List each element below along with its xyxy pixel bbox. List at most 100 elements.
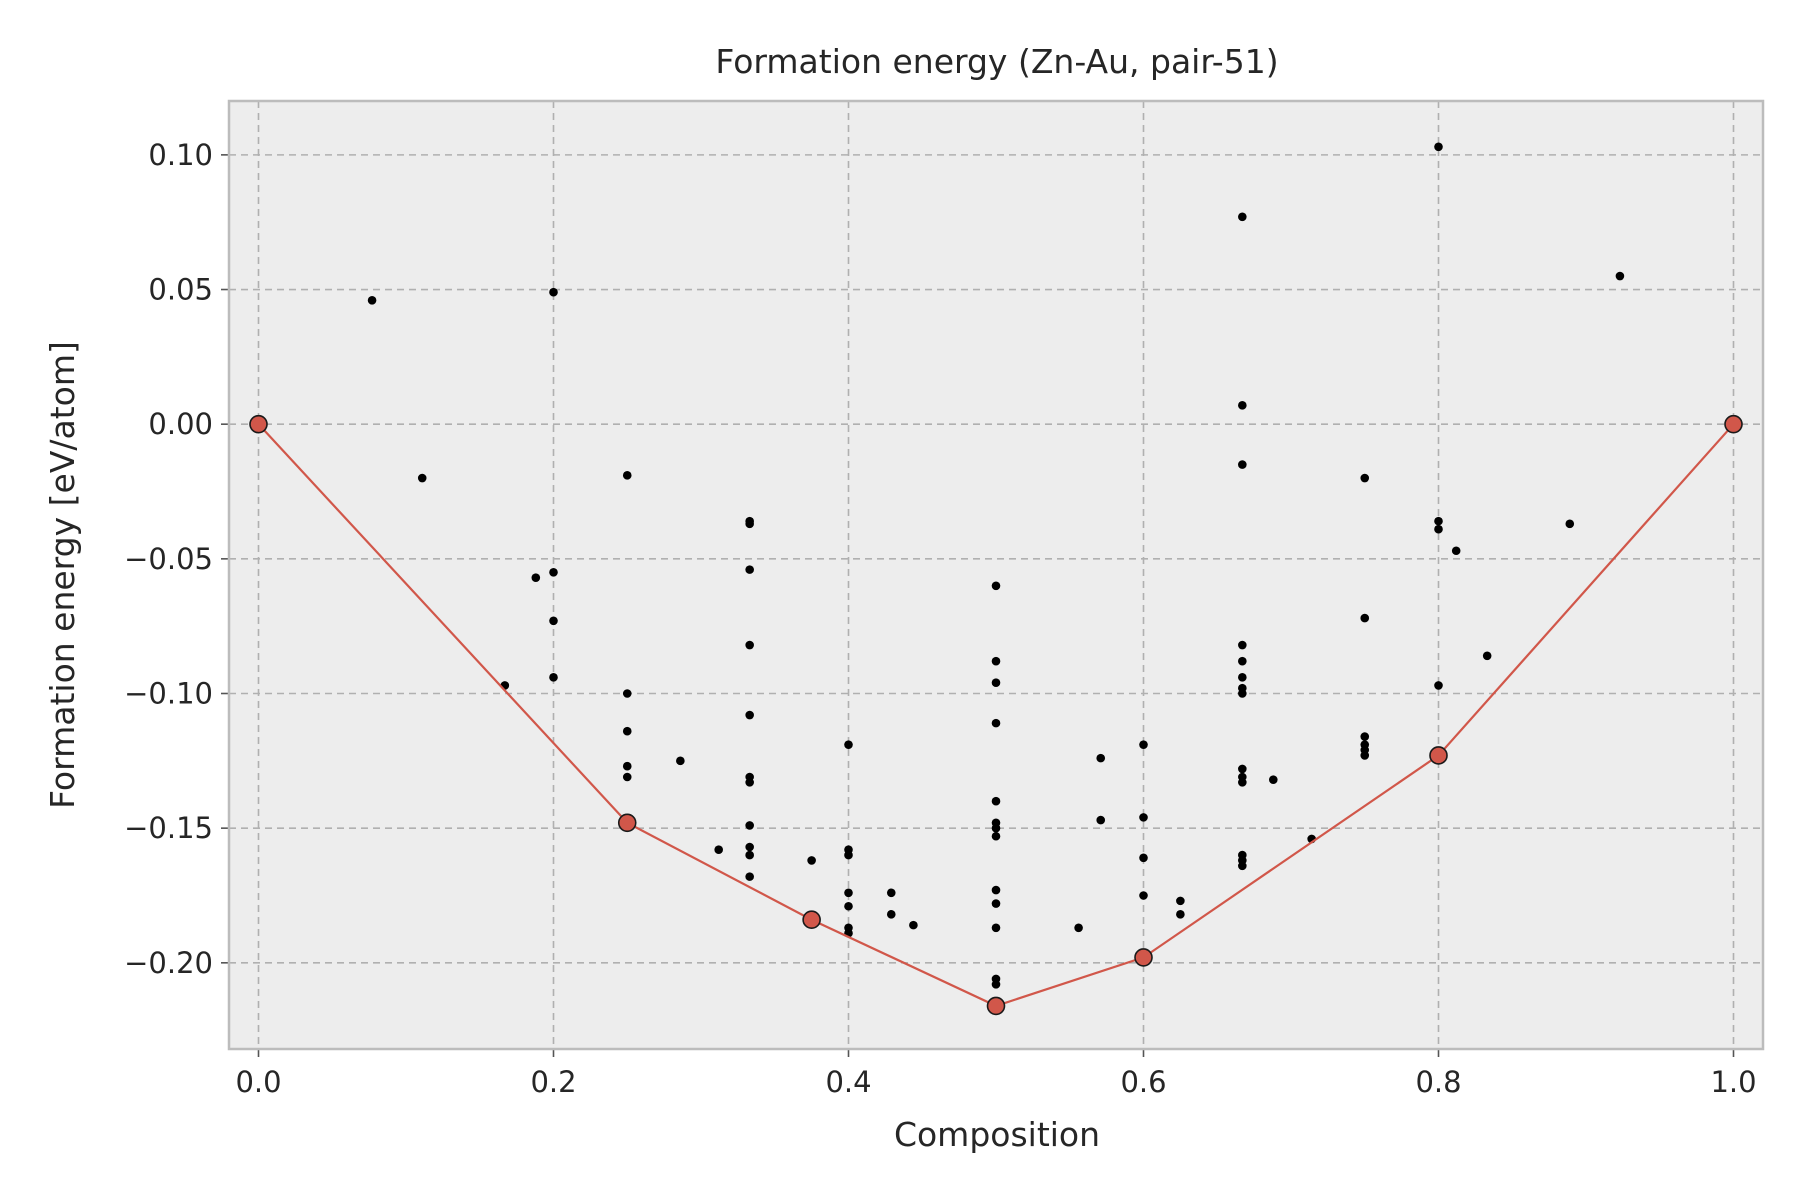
structure-point <box>1139 740 1148 749</box>
structure-point <box>1360 613 1370 623</box>
x-tick-label: 0.4 <box>825 1065 871 1099</box>
structure-point <box>844 901 853 911</box>
structure-point <box>909 920 918 930</box>
x-axis-title: Composition <box>894 1115 1100 1154</box>
structure-point <box>1238 212 1247 222</box>
structure-point <box>1451 546 1461 556</box>
structure-point <box>1434 142 1443 152</box>
x-tick-label: 0.6 <box>1120 1065 1166 1099</box>
structure-point <box>745 821 754 830</box>
structure-point <box>1615 271 1625 281</box>
structure-point <box>1096 815 1106 825</box>
hull-vertex <box>1134 948 1153 967</box>
structure-point <box>417 473 427 483</box>
x-tick-label: 0.8 <box>1415 1065 1461 1099</box>
structure-point <box>1565 519 1575 529</box>
structure-point <box>1434 681 1443 690</box>
y-tick-label: 0.00 <box>148 407 213 441</box>
y-axis-title: Formation energy [eV/atom] <box>43 341 82 809</box>
structure-point <box>991 678 1001 688</box>
structure-point <box>549 673 558 682</box>
structure-point <box>844 888 853 898</box>
structure-point <box>1360 751 1370 760</box>
structure-point <box>745 710 754 720</box>
hull-vertex <box>802 910 821 930</box>
convex-hull <box>249 414 1743 1016</box>
structure-point <box>1238 673 1247 682</box>
y-tick-label: 0.10 <box>148 138 213 172</box>
hull-vertex <box>986 996 1006 1016</box>
structure-point <box>1139 853 1148 863</box>
structure-point <box>991 656 1001 666</box>
structure-point <box>1096 753 1106 763</box>
structure-point <box>844 850 853 860</box>
hull-vertex <box>249 414 268 434</box>
y-tick-label: 0.05 <box>148 273 213 307</box>
structure-point <box>991 899 1001 908</box>
structure-point <box>1139 813 1148 822</box>
structure-point <box>745 640 754 650</box>
structure-point <box>1238 764 1247 774</box>
structure-point <box>1238 640 1247 650</box>
structure-point <box>367 295 377 305</box>
structure-point <box>1238 401 1247 410</box>
structure-point <box>622 726 632 736</box>
structure-point <box>844 740 853 749</box>
structure-point <box>531 573 541 582</box>
scatter-points <box>367 142 1625 989</box>
y-tick-label: −0.10 <box>124 677 213 711</box>
structure-point <box>1269 775 1278 784</box>
structure-point <box>991 980 1001 989</box>
structure-point <box>549 616 558 626</box>
structure-point <box>745 778 754 787</box>
structure-point <box>991 885 1001 895</box>
x-tick-label: 1.0 <box>1710 1065 1756 1099</box>
structure-point <box>1139 891 1148 900</box>
y-tick-label: −0.15 <box>124 811 213 845</box>
structure-point <box>714 845 723 855</box>
structure-point <box>745 872 754 881</box>
structure-point <box>676 756 685 766</box>
structure-point <box>1360 732 1370 741</box>
structure-point <box>745 842 754 852</box>
structure-point <box>1238 861 1247 871</box>
structure-point <box>991 581 1001 591</box>
plot-frame <box>227 99 1765 1051</box>
structure-point <box>745 519 754 529</box>
hull-vertex <box>1724 414 1743 434</box>
structure-point <box>622 471 632 480</box>
structure-point <box>1238 656 1247 666</box>
hull-vertex <box>617 813 637 833</box>
grid-layer <box>229 101 1763 1049</box>
y-tick-label: −0.20 <box>124 946 213 980</box>
structure-point <box>1176 896 1185 906</box>
hull-vertex <box>1429 746 1448 765</box>
y-tick-label: −0.05 <box>124 542 213 576</box>
structure-point <box>807 856 816 865</box>
structure-point <box>549 568 558 577</box>
structure-point <box>991 796 1001 806</box>
structure-point <box>991 831 1001 841</box>
structure-point <box>622 761 632 771</box>
structure-point <box>622 772 632 782</box>
structure-point <box>1482 651 1492 661</box>
structure-point <box>1238 689 1247 698</box>
chart-title: Formation energy (Zn-Au, pair-51) <box>715 42 1278 81</box>
structure-point <box>622 689 632 698</box>
structure-point <box>1074 923 1083 933</box>
structure-point <box>1176 910 1185 919</box>
structure-point <box>991 923 1001 933</box>
structure-point <box>886 888 896 898</box>
x-tick-label: 0.0 <box>235 1065 281 1099</box>
x-tick-label: 0.2 <box>530 1065 576 1099</box>
structure-point <box>1238 778 1247 787</box>
structure-point <box>991 823 1001 833</box>
structure-point <box>991 718 1001 728</box>
structure-point <box>1434 516 1443 526</box>
structure-point <box>1434 524 1443 534</box>
structure-point <box>745 565 754 574</box>
structure-point <box>745 850 754 860</box>
structure-point <box>886 910 896 919</box>
structure-point <box>1238 460 1247 469</box>
structure-point <box>1360 473 1370 483</box>
